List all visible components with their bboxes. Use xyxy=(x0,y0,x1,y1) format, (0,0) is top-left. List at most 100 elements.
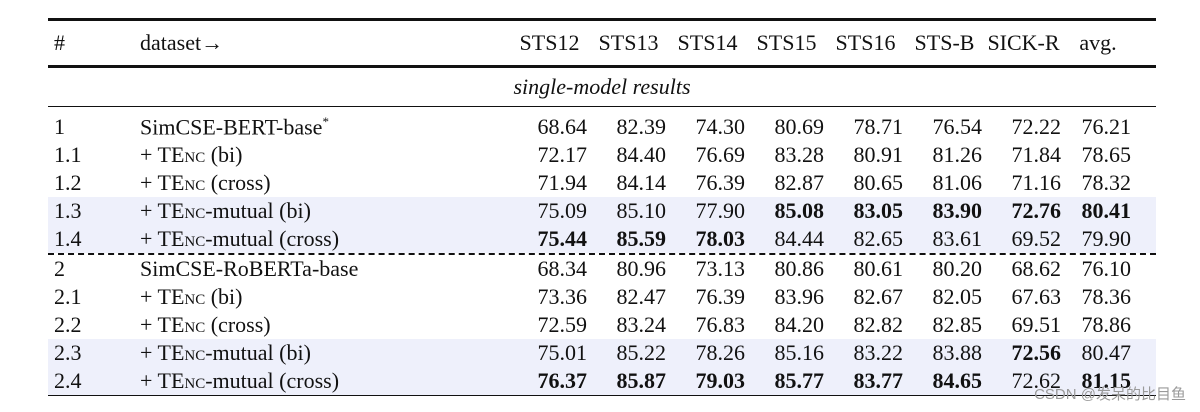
results-table: # dataset→ STS12 STS13 STS14 STS15 STS16… xyxy=(48,18,1156,396)
row-model: + TEnc-mutual (cross) xyxy=(140,368,340,393)
row-value: 80.20 xyxy=(932,256,983,281)
row-num: 2 xyxy=(54,256,65,281)
row-value: 71.94 xyxy=(537,170,588,195)
row-value: 80.86 xyxy=(774,256,825,281)
table-row: 2 SimCSE-RoBERTa-base 68.34 80.96 73.13 80.86… xyxy=(48,255,1156,283)
row-model: + TEnc (cross) xyxy=(140,312,271,337)
row-num: 2.2 xyxy=(54,312,82,337)
row-num: 1.2 xyxy=(54,170,82,195)
header-num: # xyxy=(54,30,65,55)
row-value: 72.17 xyxy=(537,142,588,167)
top-rule xyxy=(48,18,1156,21)
row-num: 1.4 xyxy=(54,226,82,251)
row-value: 82.85 xyxy=(932,312,983,337)
table-body: 1 SimCSE-BERT-base* 68.64 82.39 74.30 80.69 78… xyxy=(48,113,1156,395)
row-value: 76.39 xyxy=(695,284,746,309)
row-value: 84.44 xyxy=(774,226,825,251)
row-value: 72.56 xyxy=(1011,340,1062,365)
row-value: 82.05 xyxy=(932,284,983,309)
row-value: 68.62 xyxy=(1011,256,1062,281)
row-value: 76.10 xyxy=(1081,256,1132,281)
row-value: 83.28 xyxy=(774,142,825,167)
row-value: 73.13 xyxy=(695,256,746,281)
header-col: avg. xyxy=(1079,30,1117,55)
row-num: 1.3 xyxy=(54,198,82,223)
row-value: 75.09 xyxy=(537,198,588,223)
header-rule xyxy=(48,65,1156,68)
row-value: 83.90 xyxy=(932,198,983,223)
row-value: 84.20 xyxy=(774,312,825,337)
header-col: STS13 xyxy=(598,30,659,55)
table-row: 1 SimCSE-BERT-base* 68.64 82.39 74.30 80.69 78… xyxy=(48,113,1156,141)
row-value: 71.84 xyxy=(1011,142,1062,167)
table-header: # dataset→ STS12 STS13 STS14 STS15 STS16… xyxy=(48,21,1156,65)
row-value: 75.01 xyxy=(537,340,588,365)
row-value: 76.69 xyxy=(695,142,746,167)
row-value: 85.10 xyxy=(616,198,667,223)
row-model: + TEnc-mutual (bi) xyxy=(140,198,311,223)
row-value: 69.52 xyxy=(1011,226,1062,251)
row-value: 76.54 xyxy=(932,114,983,139)
row-value: 83.77 xyxy=(853,368,904,393)
row-value: 79.03 xyxy=(695,368,746,393)
row-value: 81.06 xyxy=(932,170,983,195)
row-model: + TEnc (bi) xyxy=(140,284,243,309)
table-row: 1.1 + TEnc (bi) 72.17 84.40 76.69 83.28 80.91 8… xyxy=(48,141,1156,169)
row-value: 83.24 xyxy=(616,312,667,337)
row-value: 85.77 xyxy=(774,368,825,393)
header-col: STS-B xyxy=(914,30,975,55)
row-value: 79.90 xyxy=(1081,226,1132,251)
row-value: 85.22 xyxy=(616,340,667,365)
row-value: 85.08 xyxy=(774,198,825,223)
row-value: 82.65 xyxy=(853,226,904,251)
row-value: 85.87 xyxy=(616,368,667,393)
row-model: + TEnc-mutual (bi) xyxy=(140,340,311,365)
row-value: 82.82 xyxy=(853,312,904,337)
row-value: 82.67 xyxy=(853,284,904,309)
row-value: 72.22 xyxy=(1011,114,1062,139)
row-value: 72.62 xyxy=(1011,368,1062,393)
row-value: 78.65 xyxy=(1081,142,1132,167)
row-value: 67.63 xyxy=(1011,284,1062,309)
row-value: 78.03 xyxy=(695,226,746,251)
header-col: STS12 xyxy=(519,30,580,55)
row-num: 2.1 xyxy=(54,284,82,309)
row-value: 83.05 xyxy=(853,198,904,223)
row-value: 83.96 xyxy=(774,284,825,309)
row-value: 81.26 xyxy=(932,142,983,167)
group-divider xyxy=(48,253,1156,255)
row-value: 83.61 xyxy=(932,226,983,251)
row-value: 73.36 xyxy=(537,284,588,309)
table-row: 2.1 + TEnc (bi) 73.36 82.47 76.39 83.96 82.67 8… xyxy=(48,283,1156,311)
table-row: 1.3 + TEnc-mutual (bi) 75.09 85.10 77.90 85.0… xyxy=(48,197,1156,225)
table-row: 1.2 + TEnc (cross) 71.94 84.14 76.39 82.87 80.… xyxy=(48,169,1156,197)
row-value: 84.14 xyxy=(616,170,667,195)
row-value: 80.47 xyxy=(1081,340,1132,365)
row-value: 80.69 xyxy=(774,114,825,139)
row-num: 2.3 xyxy=(54,340,82,365)
row-value: 82.47 xyxy=(616,284,667,309)
row-value: 75.44 xyxy=(537,226,588,251)
row-value: 74.30 xyxy=(695,114,746,139)
row-value: 84.40 xyxy=(616,142,667,167)
row-value: 76.83 xyxy=(695,312,746,337)
row-value: 68.64 xyxy=(537,114,588,139)
row-model: + TEnc (cross) xyxy=(140,170,271,195)
row-value: 68.34 xyxy=(537,256,588,281)
row-value: 82.39 xyxy=(616,114,667,139)
section-rule xyxy=(48,106,1156,107)
row-value: 83.88 xyxy=(932,340,983,365)
header-col: STS16 xyxy=(835,30,896,55)
row-value: 85.16 xyxy=(774,340,825,365)
row-model: SimCSE-BERT-base* xyxy=(140,113,329,140)
table-row: 2.3 + TEnc-mutual (bi) 75.01 85.22 78.26 85.1… xyxy=(48,339,1156,367)
row-num: 1.1 xyxy=(54,142,82,167)
row-value: 78.26 xyxy=(695,340,746,365)
header-dataset: dataset→ xyxy=(140,30,224,55)
table-row: 1.4 + TEnc-mutual (cross) 75.44 85.59 78.03 8… xyxy=(48,225,1156,253)
row-value: 69.51 xyxy=(1011,312,1062,337)
row-value: 72.76 xyxy=(1011,198,1062,223)
row-model: + TEnc-mutual (cross) xyxy=(140,226,340,251)
row-value: 83.22 xyxy=(853,340,904,365)
row-value: 80.41 xyxy=(1081,198,1132,223)
